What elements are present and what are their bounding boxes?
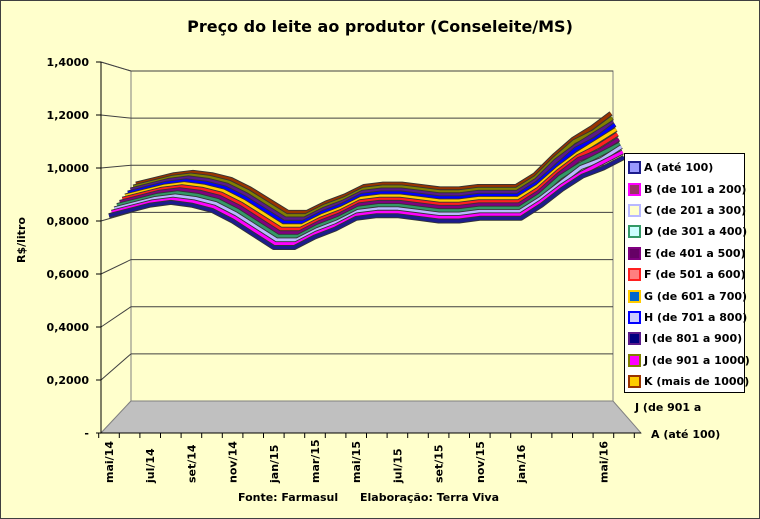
- legend-swatch: [628, 225, 641, 239]
- legend-label: G (de 601 a 700): [644, 289, 748, 303]
- chart-title: Preço do leite ao produtor (Conseleite/M…: [187, 17, 573, 36]
- series-line-A: [108, 155, 625, 250]
- legend: A (até 100) B (de 101 a 200) C (de 201 a 3…: [624, 153, 750, 393]
- x-tick-label: set/14: [185, 444, 198, 483]
- legend-swatch: [628, 182, 641, 196]
- legend-label: I (de 801 a 900): [644, 332, 743, 346]
- legend-item: K (mais de 1000): [628, 371, 749, 392]
- gridline-left: [100, 306, 132, 328]
- legend-item: D (de 301 a 400): [628, 221, 748, 242]
- legend-label: F (de 501 a 600): [644, 268, 746, 282]
- legend-label: J (de 901 a 1000): [644, 353, 750, 367]
- legend-swatch: [628, 310, 641, 324]
- x-tick-label: jan/15: [268, 445, 281, 484]
- y-tick-label: 0,2000: [47, 374, 90, 387]
- series-line-D: [116, 142, 621, 238]
- series-line-H: [127, 123, 616, 224]
- legend-label: E (de 401 a 500): [644, 246, 746, 260]
- series-line-J: [132, 116, 614, 218]
- x-tick-label: set/15: [433, 444, 446, 483]
- legend-item: F (de 501 a 600): [628, 264, 746, 285]
- y-tick-label: 0,6000: [47, 268, 90, 281]
- footer-source: Fonte: Farmasul: [238, 491, 339, 504]
- legend-label: H (de 701 a 800): [644, 310, 748, 324]
- legend-item: G (de 601 a 700): [628, 285, 748, 306]
- legend-label: C (de 201 a 300): [644, 203, 747, 217]
- x-tick-label: jul/14: [144, 448, 157, 484]
- legend-item: A (até 100): [628, 157, 744, 178]
- y-tick-label: 1,4000: [47, 56, 90, 69]
- series-line-F: [122, 132, 619, 231]
- floor: [99, 400, 643, 434]
- y-tick-label: -: [84, 427, 89, 440]
- x-tick-label: jul/15: [391, 448, 404, 484]
- legend-item: C (de 201 a 300): [628, 200, 747, 221]
- gridline-left: [100, 353, 132, 381]
- legend-item: I (de 801 a 900): [628, 328, 744, 349]
- y-tick-label: 0,4000: [47, 321, 90, 334]
- gridline-left: [100, 259, 132, 275]
- legend-swatch: [628, 268, 641, 282]
- series-line-G: [124, 127, 618, 228]
- back-wall: [130, 70, 614, 402]
- x-tick-label: mai/15: [350, 441, 363, 483]
- x-tick-label: mai/14: [103, 441, 116, 483]
- legend-swatch: [628, 375, 641, 389]
- footer: Fonte: Farmasul Elaboração: Terra Viva: [238, 491, 517, 504]
- legend-swatch: [628, 353, 641, 367]
- legend-swatch: [628, 161, 641, 175]
- legend-item: J (de 901 a 1000): [628, 350, 750, 371]
- legend-label: A (até 100): [644, 161, 714, 175]
- legend-label: B (de 101 a 200): [644, 182, 747, 196]
- depth-label: A (até 100): [651, 428, 720, 441]
- legend-label: K (mais de 1000): [644, 375, 750, 389]
- legend-swatch: [628, 289, 641, 303]
- footer-credit: Elaboração: Terra Viva: [360, 491, 500, 504]
- series-line-B: [111, 150, 624, 246]
- legend-item: B (de 101 a 200): [628, 178, 747, 199]
- x-tick-label: mai/16: [597, 441, 610, 483]
- x-tick-label: nov/15: [474, 441, 487, 483]
- series-line-K: [135, 112, 612, 214]
- legend-swatch: [628, 203, 641, 217]
- legend-item: H (de 701 a 800): [628, 307, 748, 328]
- gridline-left: [100, 164, 132, 169]
- series-line-E: [119, 137, 620, 235]
- series-line-I: [130, 120, 615, 221]
- gridline-left: [100, 114, 132, 119]
- y-axis-title: R$/litro: [15, 217, 28, 263]
- y-tick-label: 0,8000: [47, 215, 90, 228]
- gridline-left: [100, 61, 132, 72]
- x-tick-label: jan/16: [515, 444, 528, 484]
- series-line-C: [114, 145, 623, 242]
- y-tick-label: 1,2000: [47, 109, 90, 122]
- depth-label: J (de 901 a: [634, 401, 701, 414]
- legend-label: D (de 301 a 400): [644, 225, 748, 239]
- y-tick-label: 1,0000: [47, 162, 90, 175]
- x-tick-label: mar/15: [309, 439, 322, 483]
- x-tick-label: nov/14: [227, 441, 240, 483]
- legend-swatch: [628, 332, 641, 346]
- legend-swatch: [628, 246, 641, 260]
- legend-item: E (de 401 a 500): [628, 243, 746, 264]
